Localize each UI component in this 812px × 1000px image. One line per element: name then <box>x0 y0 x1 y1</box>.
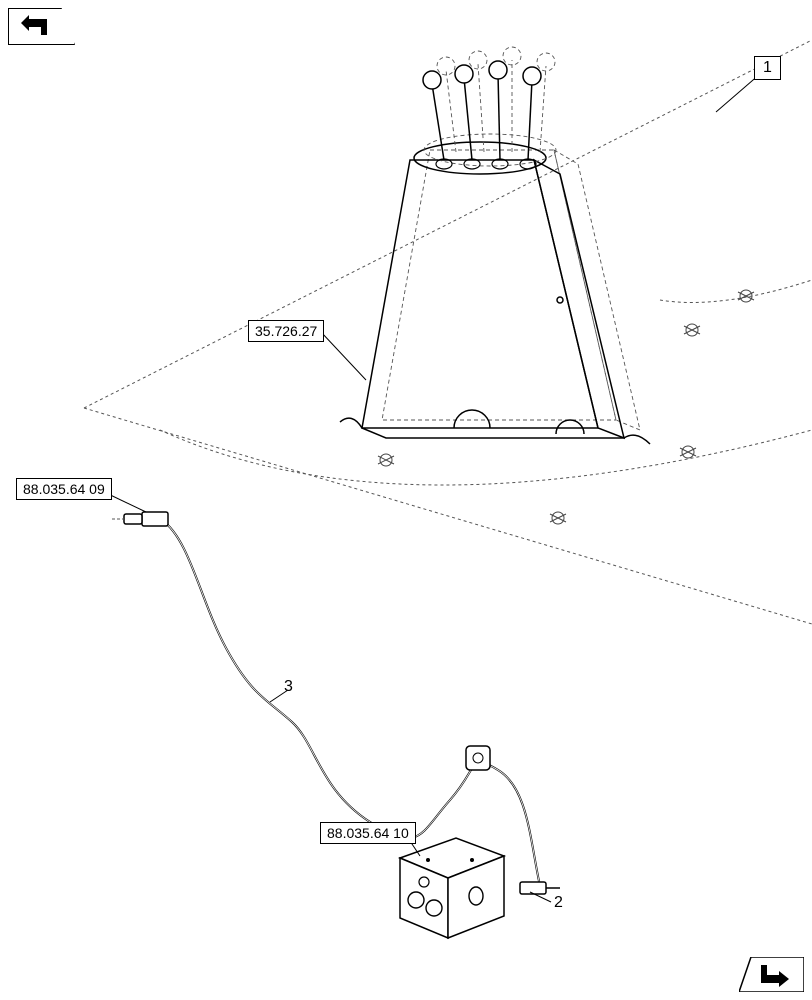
callout-1: 1 <box>754 56 781 80</box>
ref-control-housing: 35.726.27 <box>248 320 324 342</box>
callout-2: 2 <box>554 894 563 912</box>
leaders <box>102 74 760 902</box>
ref-connector-left: 88.035.64 09 <box>16 478 112 500</box>
floor-clamps <box>378 290 754 524</box>
control-housing <box>340 47 650 444</box>
valve-block <box>400 838 504 938</box>
callout-3: 3 <box>284 678 293 696</box>
diagram-page: 35.726.27 88.035.64 09 88.035.64 10 1 2 … <box>0 0 812 1000</box>
platform <box>84 40 812 624</box>
ref-valve-block: 88.035.64 10 <box>320 822 416 844</box>
diagram-svg <box>0 0 812 1000</box>
